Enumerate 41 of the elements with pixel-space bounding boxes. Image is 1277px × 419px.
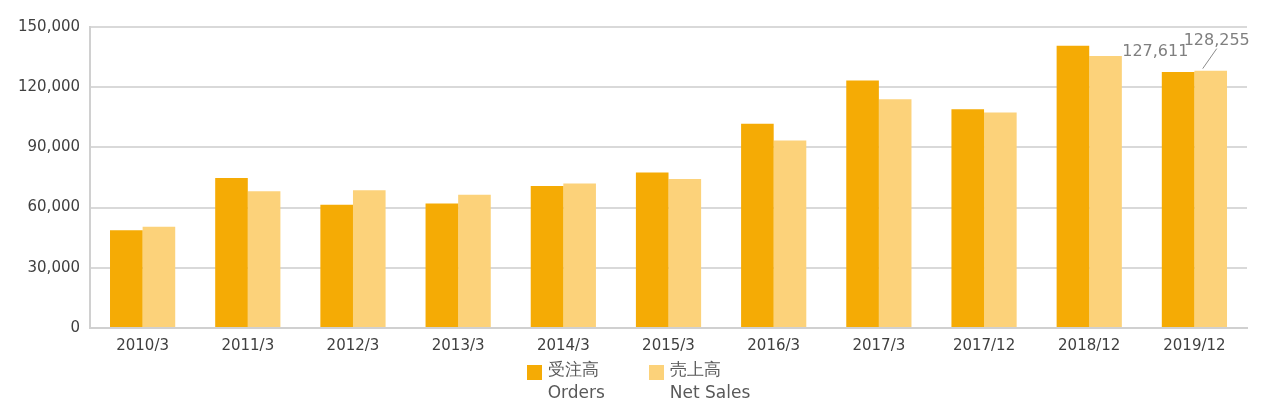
x-tick-label: 2012/3 [326,335,380,354]
bar [1056,45,1090,327]
legend-label: 売上高 Net Sales [669,358,751,404]
y-tick-label: 150,000 [18,16,81,35]
x-tick-label: 2011/3 [221,335,275,354]
bar [878,99,912,327]
x-tick-label: 2019/12 [1163,335,1226,354]
bar [530,185,564,327]
y-tick-label: 30,000 [27,257,81,276]
bar [668,179,702,327]
bar [425,203,459,327]
x-tick-label: 2015/3 [642,335,695,354]
y-tick-label: 0 [70,317,81,336]
bar [773,140,807,327]
bar [215,178,248,327]
y-tick-label: 90,000 [27,137,81,156]
x-tick-label: 2013/3 [431,335,485,354]
bar [320,204,353,327]
bar [458,194,491,327]
bar [110,230,143,327]
bar [563,183,596,327]
legend-label: 受注高 Orders [547,358,605,404]
x-tick-label: 2016/3 [747,335,801,354]
bar [846,80,879,327]
x-tick-label: 2010/3 [116,335,170,354]
x-tick-label: 2017/3 [852,335,906,354]
x-tick-label: 2017/12 [952,335,1016,354]
bar [741,123,774,327]
bar [247,191,281,327]
y-tick-label: 60,000 [27,197,81,216]
bar [1161,71,1195,327]
bar [1089,55,1122,327]
bar [1194,70,1228,327]
x-tick-label: 2018/12 [1058,335,1121,354]
bar [635,172,669,327]
bar [352,190,386,327]
bar [984,112,1017,327]
x-tick-label: 2014/3 [536,335,590,354]
y-tick-label: 120,000 [18,77,81,96]
bar [951,109,985,327]
bar [142,226,176,327]
